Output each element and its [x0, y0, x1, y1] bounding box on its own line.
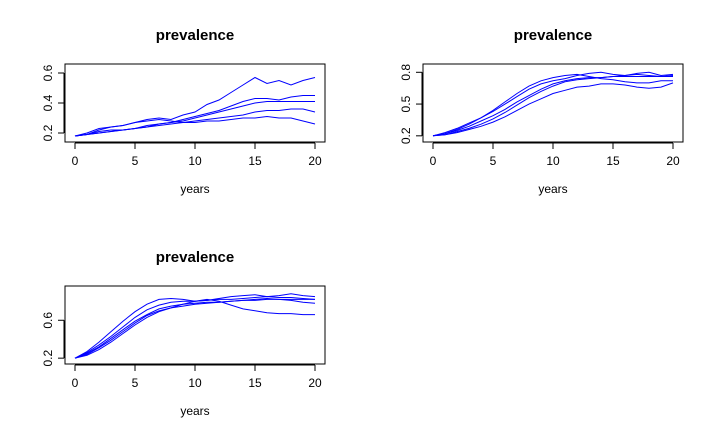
y-tick-label-1-3: 0.6	[41, 64, 55, 81]
x-tick-label-3-5: 5	[132, 376, 139, 390]
series-line-3-1	[74, 296, 316, 359]
x-tick-label-1-0: 0	[72, 154, 79, 168]
series-layer-3	[74, 293, 316, 359]
series-layer-1	[74, 76, 316, 137]
series-line-1-4	[74, 108, 316, 137]
series-layer-2	[432, 71, 674, 137]
x-tick-label-2-5: 5	[490, 154, 497, 168]
x-tick-label-1-5: 5	[132, 154, 139, 168]
plot-frame-2	[422, 63, 684, 143]
y-tick-label-2-3: 0.8	[399, 64, 413, 81]
x-axis-2: 0 5 10 15 20	[430, 142, 680, 168]
x-tick-label-3-10: 10	[188, 376, 202, 390]
series-line-3-3	[74, 297, 316, 359]
x-tick-label-1-10: 10	[188, 154, 202, 168]
x-tick-label-2-15: 15	[606, 154, 620, 168]
x-axis-1: 0 5 10 15 20	[72, 142, 322, 168]
chart-panel-3: prevalence 0 5 10 15 20 0.2 0.6 years	[41, 249, 326, 418]
x-tick-label-2-0: 0	[430, 154, 437, 168]
series-line-3-4	[74, 298, 315, 359]
plot-frame-3	[64, 285, 326, 365]
y-tick-label-1-2: 0.4	[41, 94, 55, 111]
x-axis-label-1: years	[180, 182, 209, 196]
series-line-3-2	[74, 298, 315, 359]
series-line-2-5	[432, 71, 674, 137]
x-tick-label-1-15: 15	[248, 154, 262, 168]
series-line-2-1	[432, 73, 673, 137]
series-line-1-2	[74, 95, 315, 137]
x-axis-label-2: years	[538, 182, 567, 196]
series-line-3-5	[74, 293, 316, 359]
chart-title-2: prevalence	[514, 27, 592, 44]
y-axis-3: 0.2 0.6	[41, 312, 65, 367]
chart-panel-2: prevalence 0 5 10 15 20 0.2 0.5 0.8 years	[399, 27, 684, 196]
y-tick-label-3-2: 0.6	[41, 312, 55, 329]
y-tick-label-2-1: 0.2	[399, 127, 413, 144]
y-tick-label-2-2: 0.5	[399, 95, 413, 112]
series-line-2-4	[432, 82, 674, 137]
x-tick-label-1-20: 20	[308, 154, 322, 168]
x-tick-label-3-15: 15	[248, 376, 262, 390]
chart-panel-1: prevalence 0 5 10 15 20 0.2 0.4 0.6 years	[41, 27, 326, 196]
x-tick-label-2-10: 10	[546, 154, 560, 168]
chart-title-1: prevalence	[156, 27, 234, 44]
x-tick-label-3-0: 0	[72, 376, 79, 390]
y-axis-1: 0.2 0.4 0.6	[41, 64, 65, 141]
series-line-1-5	[74, 115, 316, 137]
y-axis-2: 0.2 0.5 0.8	[399, 64, 423, 144]
x-tick-label-2-20: 20	[666, 154, 680, 168]
plot-frame-1	[64, 63, 326, 143]
x-axis-label-3: years	[180, 404, 209, 418]
x-axis-3: 0 5 10 15 20	[72, 364, 322, 390]
x-tick-label-3-20: 20	[308, 376, 322, 390]
series-line-1-3	[74, 101, 315, 137]
y-tick-label-3-1: 0.2	[41, 350, 55, 367]
y-tick-label-1-1: 0.2	[41, 124, 55, 141]
series-line-2-2	[432, 76, 673, 137]
series-line-2-3	[432, 73, 674, 137]
chart-title-3: prevalence	[156, 249, 234, 266]
